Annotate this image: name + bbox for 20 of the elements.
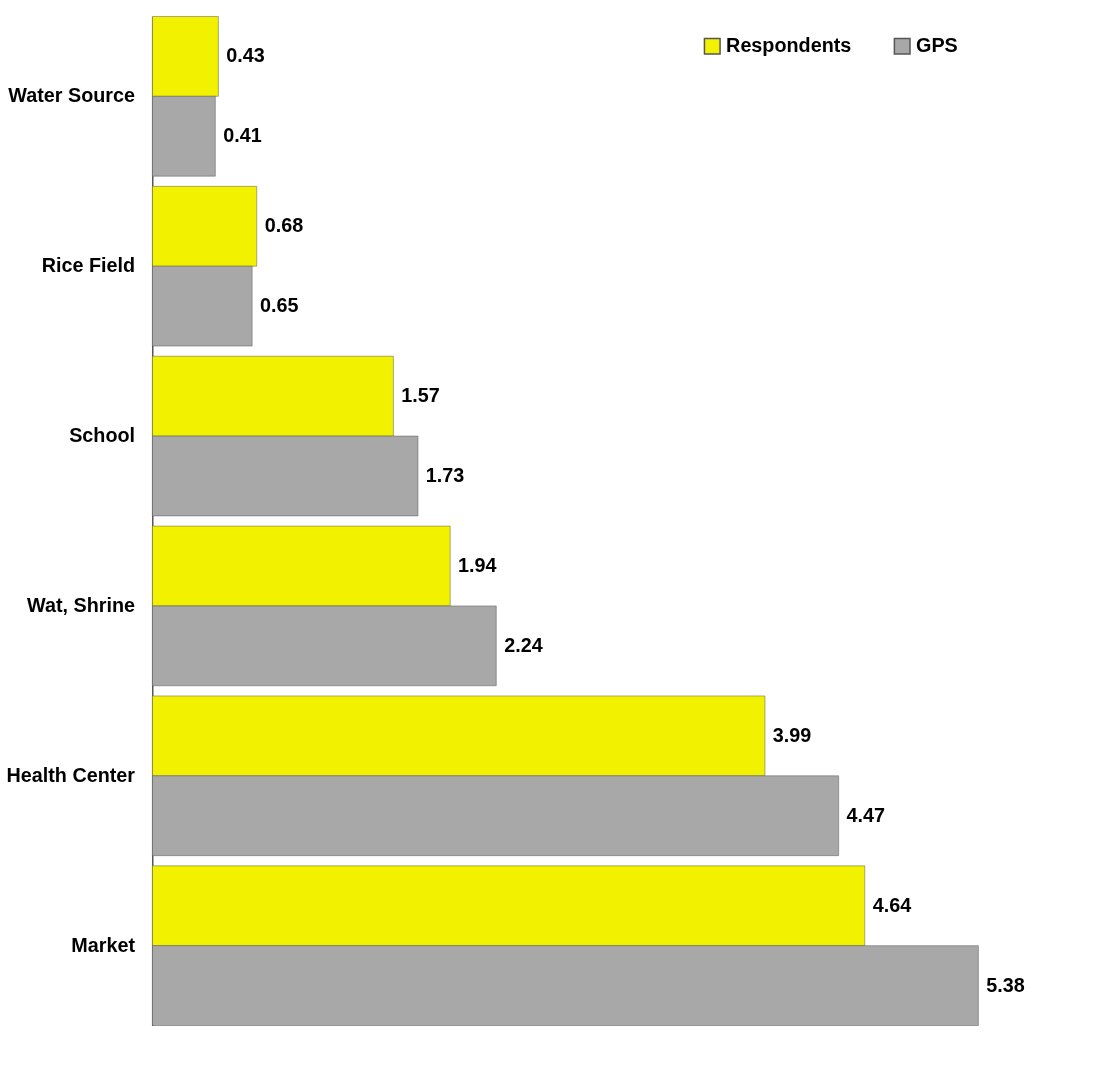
y-tick-label: Health Center bbox=[6, 763, 136, 786]
y-tick-label: Rice Field bbox=[41, 254, 136, 277]
data-label: 4.64 bbox=[872, 893, 912, 916]
data-label: 1.94 bbox=[458, 553, 497, 576]
legend-label: Respondents bbox=[726, 34, 852, 57]
data-label: 0.43 bbox=[226, 44, 265, 67]
y-tick-label: Market bbox=[71, 933, 136, 956]
data-label: 2.24 bbox=[504, 633, 543, 656]
legend-label: GPS bbox=[916, 34, 958, 57]
data-label: 1.73 bbox=[425, 463, 465, 486]
data-label: 0.65 bbox=[260, 294, 299, 317]
data-label: 3.99 bbox=[772, 723, 812, 746]
data-label: 0.41 bbox=[223, 124, 262, 147]
y-tick-label: Wat, Shrine bbox=[27, 593, 136, 616]
data-label: 5.38 bbox=[986, 973, 1025, 996]
y-tick-label: Water Source bbox=[8, 84, 136, 107]
data-label: 4.47 bbox=[846, 803, 886, 826]
data-label: 1.57 bbox=[401, 384, 440, 407]
data-label: 0.68 bbox=[264, 214, 304, 237]
y-tick-label: School bbox=[69, 424, 136, 446]
